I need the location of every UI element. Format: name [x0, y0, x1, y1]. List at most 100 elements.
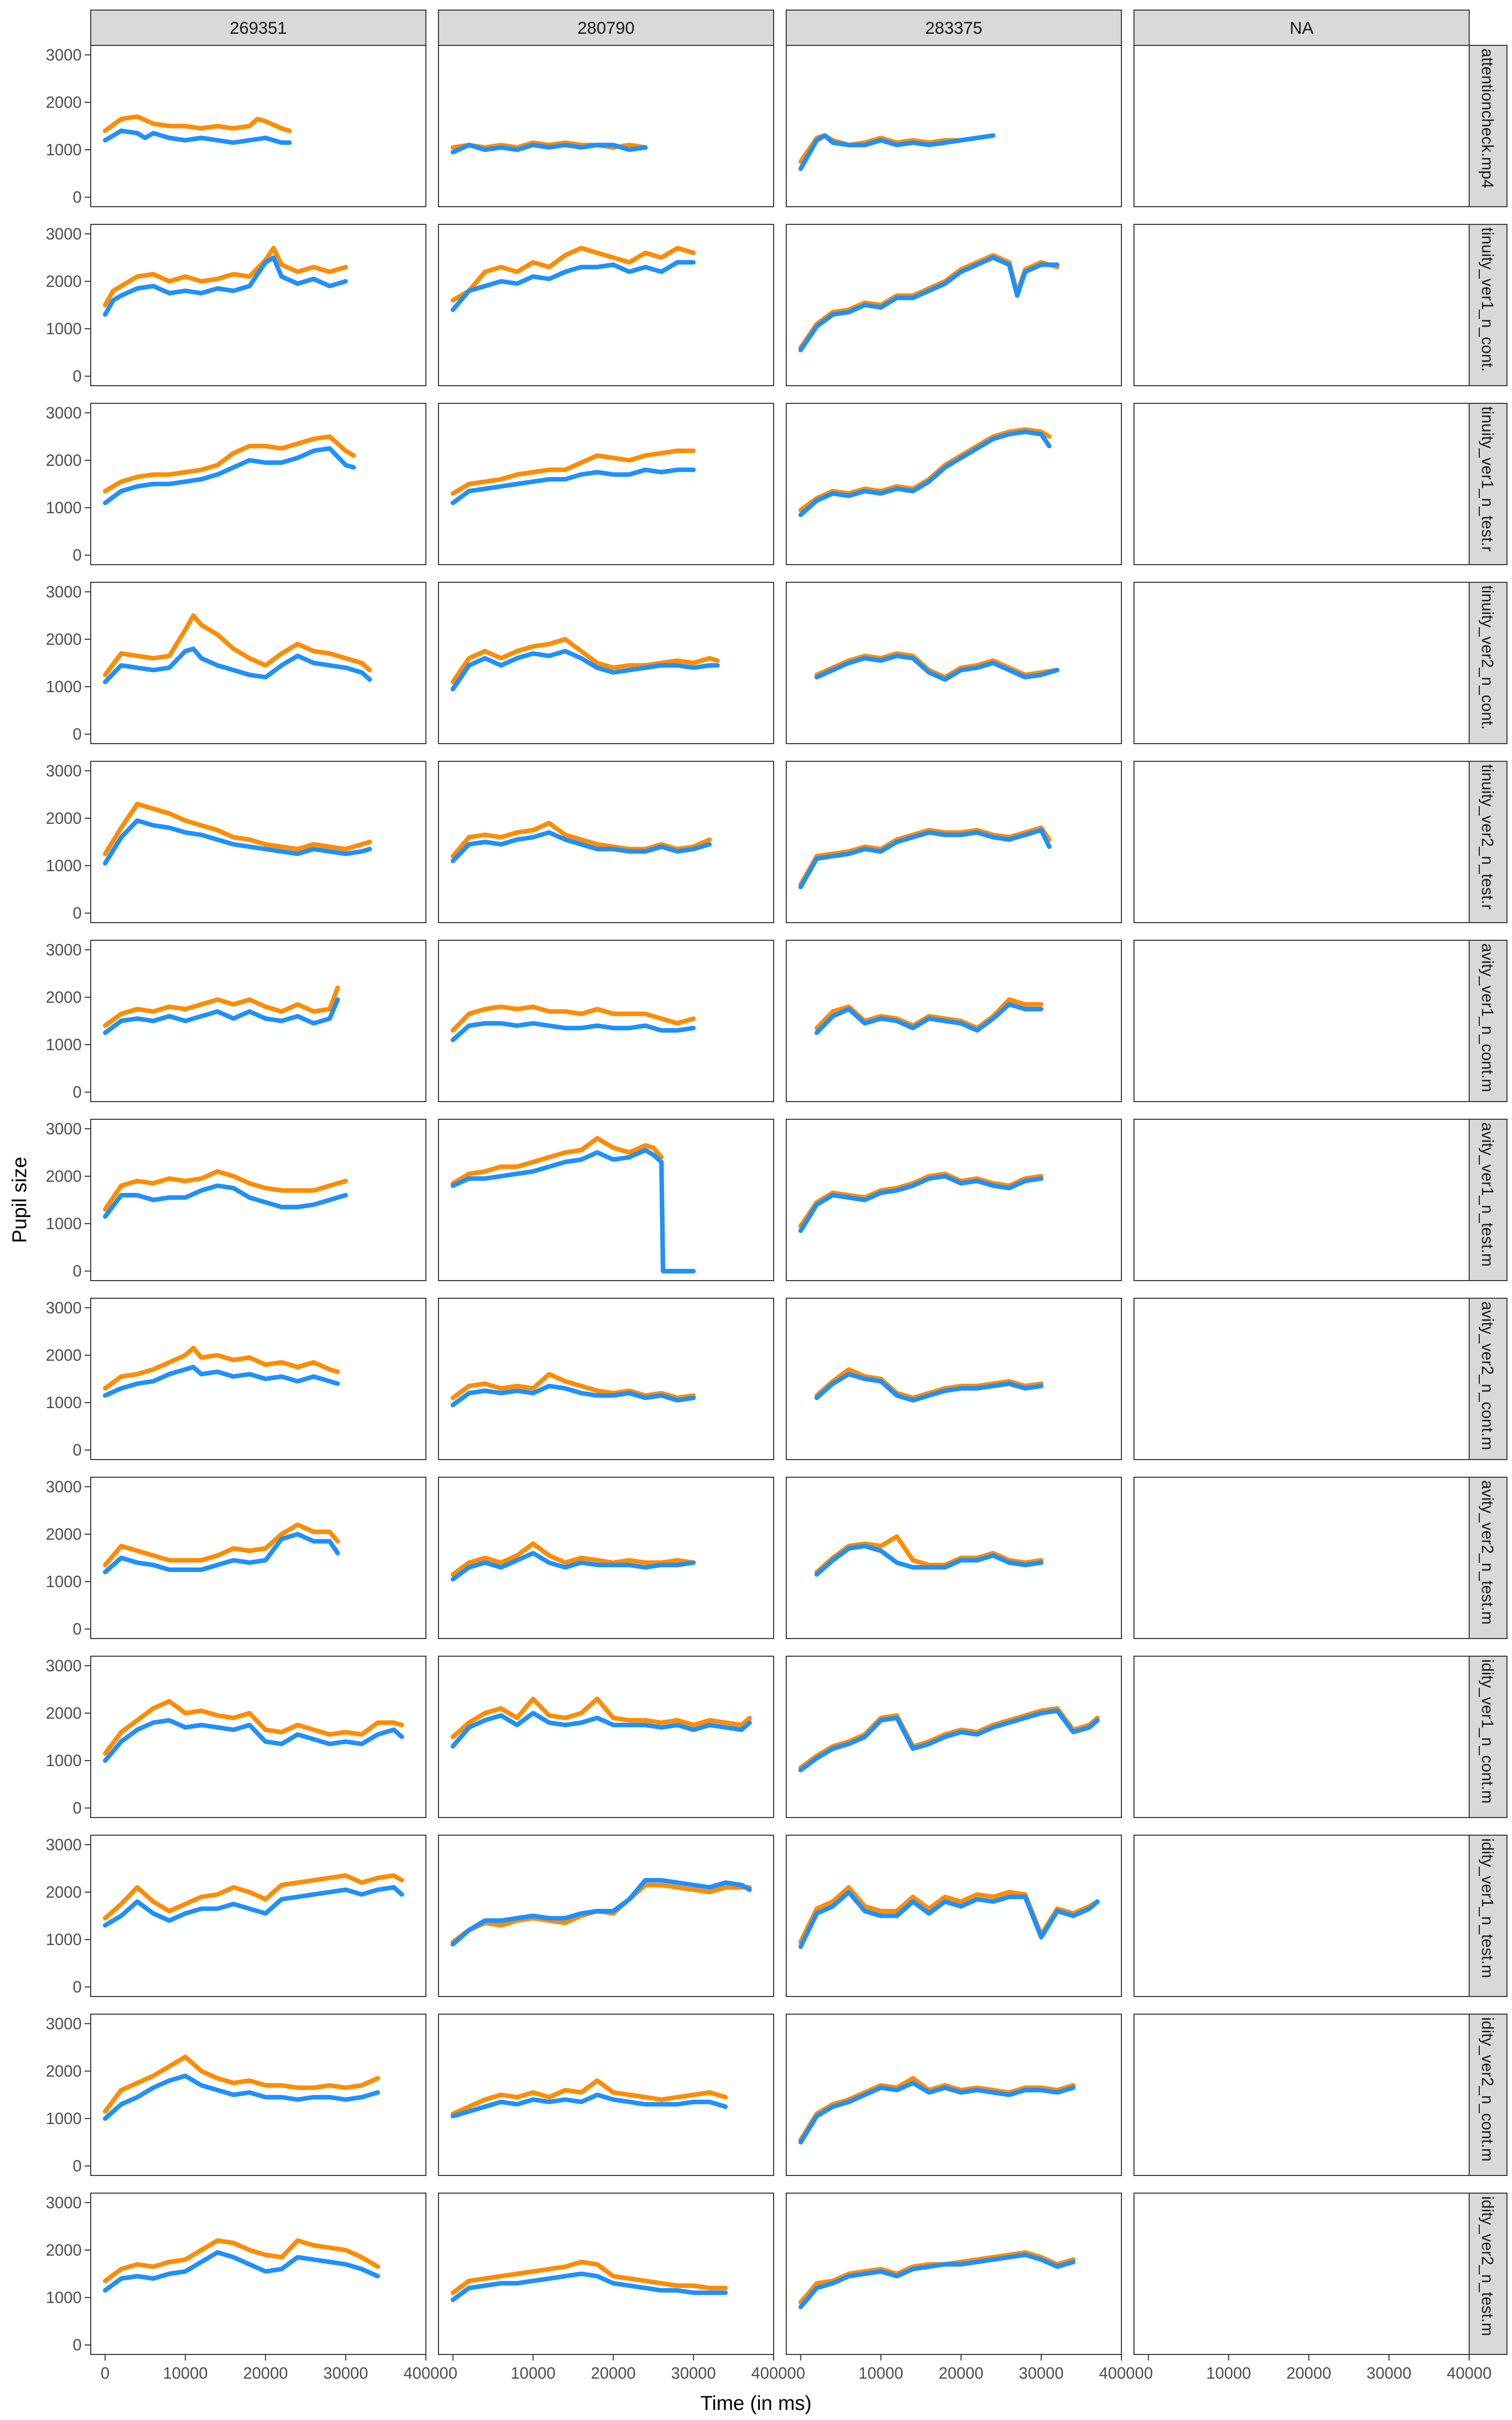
series-line-blue [103, 255, 348, 317]
series-line-blue [451, 2271, 728, 2303]
row-strip-label-group: avity_ver2_n_test.m [1479, 1480, 1497, 1624]
y-tick-label: 1000 [46, 1751, 82, 1770]
panel [438, 2193, 774, 2355]
series-line-blue [814, 653, 1060, 682]
y-tick-label: 3000 [46, 941, 82, 959]
series-line-blue [103, 2073, 380, 2121]
row-strip-label: avity_ver1_n_cont.m [1479, 943, 1497, 1092]
y-tick-label: 0 [73, 725, 82, 743]
series-line-orange [451, 1372, 696, 1401]
series-line-orange [103, 2238, 380, 2283]
y-tick-label: 2000 [46, 1525, 82, 1543]
y-tick-label: 3000 [46, 762, 82, 780]
column-strip-label: 269351 [230, 19, 287, 38]
panel [438, 1119, 774, 1281]
y-tick-label: 1000 [46, 678, 82, 696]
y-tick-label: 0 [73, 2157, 82, 2175]
panel [1133, 45, 1470, 207]
series-line-blue [451, 467, 696, 506]
series-line-blue [814, 1002, 1044, 1035]
x-tick-label: 30000 [1019, 2364, 1063, 2382]
x-tick-label: 10000 [1206, 2364, 1251, 2382]
panel [1133, 1656, 1470, 1818]
row-strip [1469, 761, 1507, 923]
x-tick-label: 40000 [1447, 2364, 1492, 2382]
panel [438, 403, 774, 565]
series-line-blue [103, 1532, 340, 1575]
panel [1133, 1477, 1470, 1639]
series-line-blue [814, 1372, 1044, 1403]
y-tick-label: 3000 [46, 1120, 82, 1138]
y-axis-title: Pupil size [9, 1157, 31, 1243]
y-tick-label: 2000 [46, 272, 82, 290]
y-tick-label: 0 [73, 1083, 82, 1101]
panel [90, 1835, 426, 1997]
panel [786, 403, 1122, 565]
y-tick-label: 2000 [46, 2062, 82, 2080]
x-tick-label: 0 [449, 2364, 458, 2382]
row-strip [1469, 45, 1507, 207]
row-strip-label-group: idity_ver1_n_cont.m [1479, 1659, 1497, 1803]
series-line-blue [814, 1544, 1044, 1577]
series-line-orange [451, 1136, 664, 1186]
row-strip-label: tinuity_ver1_n_cont. [1479, 227, 1497, 372]
y-tick-label: 1000 [46, 141, 82, 159]
series-line-blue [451, 649, 720, 692]
y-tick-label: 0 [73, 2336, 82, 2354]
panel [1133, 224, 1470, 386]
panel [438, 45, 774, 207]
series-line-orange [451, 1697, 752, 1739]
y-tick-label: 2000 [46, 1167, 82, 1185]
panel [786, 2193, 1122, 2355]
series-line-blue [103, 818, 372, 866]
x-axis-title: Time (in ms) [701, 2392, 812, 2414]
series-line-orange [103, 802, 372, 856]
panel [786, 1119, 1122, 1281]
panel [786, 2014, 1122, 2176]
row-strip [1469, 2014, 1507, 2176]
y-tick-label: 1000 [46, 857, 82, 875]
row-strip [1469, 1477, 1507, 1639]
x-tick-label: 40000 [404, 2364, 449, 2382]
row-strip-label: attentioncheck.mp4 [1479, 48, 1497, 189]
row-strip-label-group: idity_ver2_n_test.m [1479, 2196, 1497, 2336]
y-tick-label: 2000 [46, 809, 82, 827]
series-line-blue [798, 2081, 1076, 2145]
row-strip-label-group: idity_ver1_n_test.m [1479, 1838, 1497, 1978]
y-tick-label: 3000 [46, 1299, 82, 1317]
series-line-blue [451, 1551, 696, 1582]
y-tick-label: 1000 [46, 1036, 82, 1054]
y-tick-label: 2000 [46, 988, 82, 1006]
panel [1133, 2193, 1470, 2355]
row-strip-label: tinuity_ver2_n_test.r [1479, 764, 1497, 910]
row-strip-label: tinuity_ver2_n_cont. [1479, 585, 1497, 730]
series-line-blue [103, 646, 372, 685]
series-line-blue [798, 2252, 1076, 2310]
y-tick-label: 2000 [46, 2241, 82, 2259]
series-line-blue [103, 2250, 380, 2293]
series-line-orange [103, 1522, 340, 1567]
y-tick-label: 0 [73, 1978, 82, 1996]
x-tick-label: 20000 [243, 2364, 288, 2382]
series-line-blue [798, 828, 1052, 889]
y-tick-label: 0 [73, 904, 82, 922]
series-line-orange [103, 1873, 404, 1921]
panel [438, 582, 774, 744]
panel [438, 1656, 774, 1818]
y-tick-label: 3000 [46, 2015, 82, 2033]
series-line-blue [451, 1147, 696, 1274]
series-line-orange [103, 1346, 340, 1391]
y-tick-label: 1000 [46, 1930, 82, 1949]
row-strip-label: idity_ver2_n_test.m [1479, 2196, 1497, 2336]
y-tick-label: 1000 [46, 499, 82, 517]
column-strip-label: 283375 [925, 19, 982, 38]
series-line-blue [451, 1711, 752, 1749]
panel [438, 224, 774, 386]
series-line-blue [451, 830, 712, 864]
series-line-orange [451, 637, 720, 685]
x-tick-label: 20000 [938, 2364, 983, 2382]
row-strip-label-group: attentioncheck.mp4 [1479, 48, 1497, 189]
column-strip [786, 10, 1122, 46]
row-strip-label-group: tinuity_ver1_n_cont. [1479, 227, 1497, 372]
row-strip [1469, 403, 1507, 565]
